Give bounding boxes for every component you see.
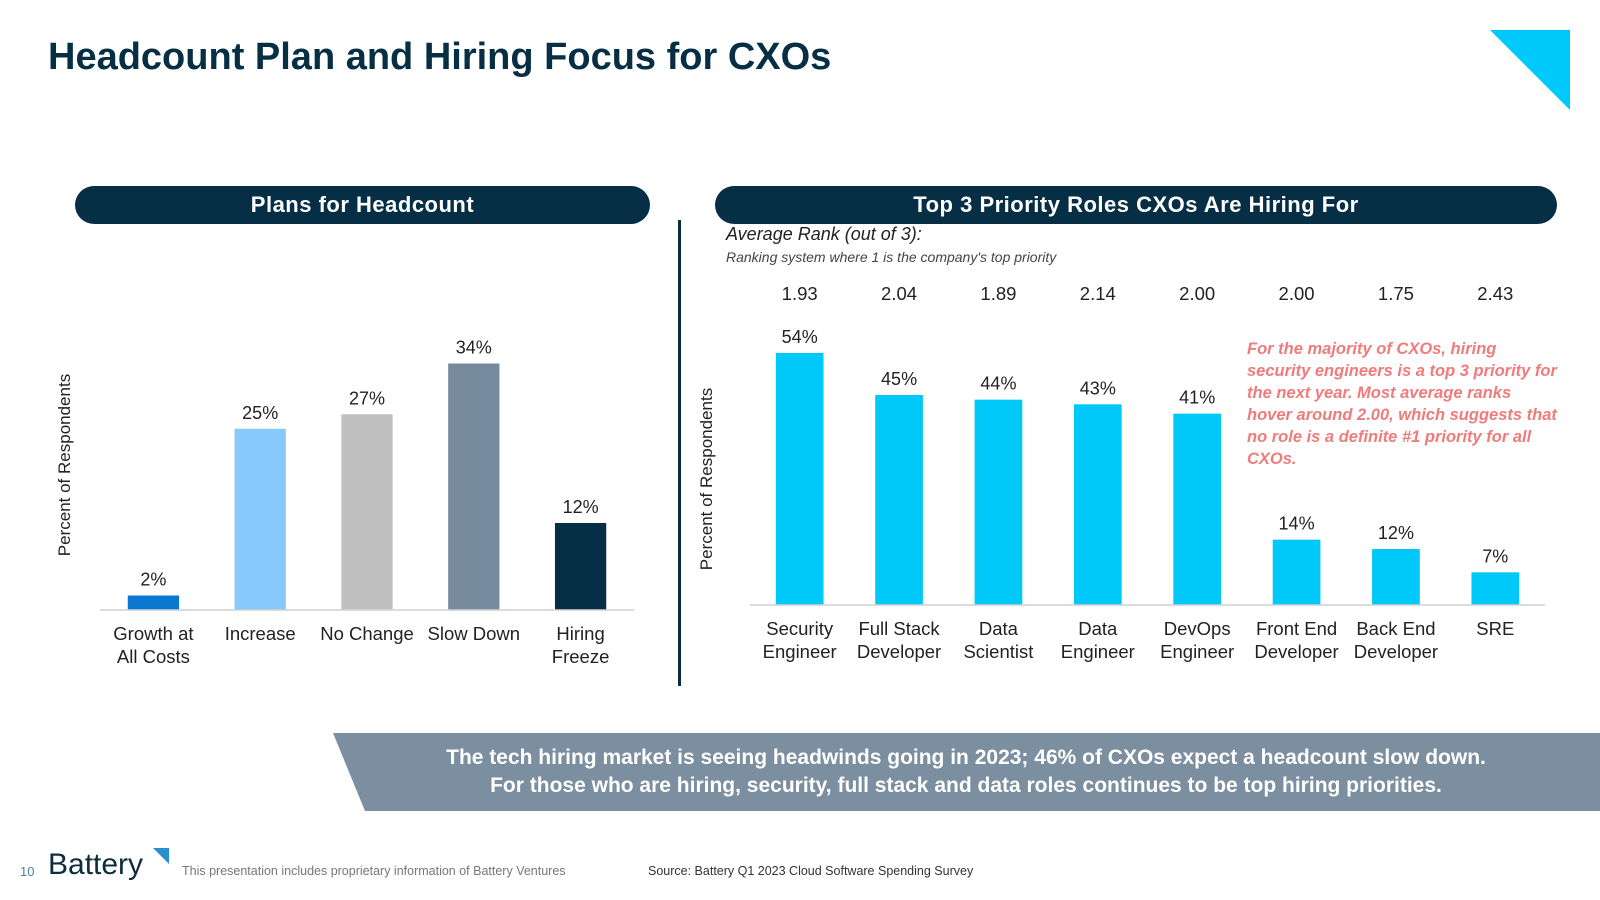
category-label: DevOps [1164, 618, 1231, 639]
y-axis-label: Percent of Respondents [55, 374, 74, 556]
category-label: Developer [1254, 641, 1338, 662]
right-chart-heading: Top 3 Priority Roles CXOs Are Hiring For [715, 186, 1557, 224]
bar [1372, 549, 1420, 605]
y-axis-label: Percent of Respondents [700, 388, 716, 570]
data-label: 43% [1080, 378, 1116, 398]
average-rank-value: 2.04 [881, 283, 917, 304]
battery-logo: Battery [48, 848, 144, 881]
banner-line-1: The tech hiring market is seeing headwin… [446, 746, 1486, 769]
average-rank-value: 2.00 [1279, 283, 1315, 304]
page-title: Headcount Plan and Hiring Focus for CXOs [48, 36, 832, 78]
category-label: SRE [1476, 618, 1514, 639]
banner-background [333, 733, 1600, 811]
category-label: Back End [1356, 618, 1435, 639]
bar [448, 363, 500, 610]
category-label: Engineer [1160, 641, 1234, 662]
category-label: Security [766, 618, 834, 639]
data-label: 2% [140, 570, 166, 590]
bar [775, 353, 824, 605]
category-label: Developer [1354, 641, 1438, 662]
category-label: No Change [320, 623, 414, 644]
average-rank-subtitle: Ranking system where 1 is the company's … [726, 249, 1057, 265]
logo-mark-icon [153, 848, 169, 864]
bar [1272, 539, 1321, 605]
category-label: Front End [1256, 618, 1337, 639]
bar [1173, 413, 1222, 605]
takeaway-banner: The tech hiring market is seeing headwin… [333, 733, 1600, 811]
average-rank-value: 2.43 [1477, 283, 1513, 304]
bar [1073, 404, 1122, 605]
data-label: 27% [349, 388, 385, 408]
category-label: Data [1078, 618, 1118, 639]
category-label: All Costs [117, 646, 190, 667]
average-rank-value: 1.93 [782, 283, 818, 304]
category-label: Increase [225, 623, 296, 644]
category-label: Full Stack [858, 618, 940, 639]
average-rank-title: Average Rank (out of 3): [726, 224, 922, 244]
page-number: 10 [20, 864, 35, 879]
banner-line-2: For those who are hiring, security, full… [490, 774, 1442, 797]
category-label: Engineer [1061, 641, 1135, 662]
panel-divider [678, 220, 681, 686]
average-rank-value: 1.89 [980, 283, 1016, 304]
average-rank-value: 2.00 [1179, 283, 1215, 304]
insight-note: For the majority of CXOs, hiring securit… [1247, 340, 1557, 468]
data-label: 54% [782, 327, 818, 347]
data-label: 7% [1482, 546, 1508, 566]
bar [234, 428, 286, 610]
category-label: Hiring [556, 623, 604, 644]
bar [127, 595, 180, 610]
banner-text: The tech hiring market is seeing headwin… [351, 744, 1581, 800]
category-label: Developer [857, 641, 941, 662]
average-rank-value: 2.14 [1080, 283, 1116, 304]
data-label: 41% [1179, 388, 1215, 408]
disclaimer: This presentation includes proprietary i… [182, 864, 566, 878]
category-label: Scientist [963, 641, 1033, 662]
data-label: 12% [1378, 523, 1414, 543]
data-label: 14% [1279, 514, 1315, 534]
bar [554, 523, 607, 610]
data-label: 25% [242, 403, 278, 423]
data-label: 44% [980, 374, 1016, 394]
priority-roles-chart: Percent of Respondents54%SecurityEnginee… [700, 283, 1545, 662]
category-label: Freeze [552, 646, 610, 667]
left-chart-heading: Plans for Headcount [75, 186, 650, 224]
data-label: 12% [563, 497, 599, 517]
bar [974, 399, 1023, 605]
category-label: Data [979, 618, 1019, 639]
category-label: Growth at [113, 623, 193, 644]
source-note: Source: Battery Q1 2023 Cloud Software S… [648, 864, 974, 878]
bar [341, 414, 393, 610]
bar [1471, 572, 1520, 605]
bar [875, 395, 923, 605]
category-label: Slow Down [428, 623, 521, 644]
data-label: 45% [881, 369, 917, 389]
category-label: Engineer [763, 641, 837, 662]
average-rank-value: 1.75 [1378, 283, 1414, 304]
corner-triangle-decoration [1490, 30, 1570, 110]
data-label: 34% [456, 338, 492, 358]
